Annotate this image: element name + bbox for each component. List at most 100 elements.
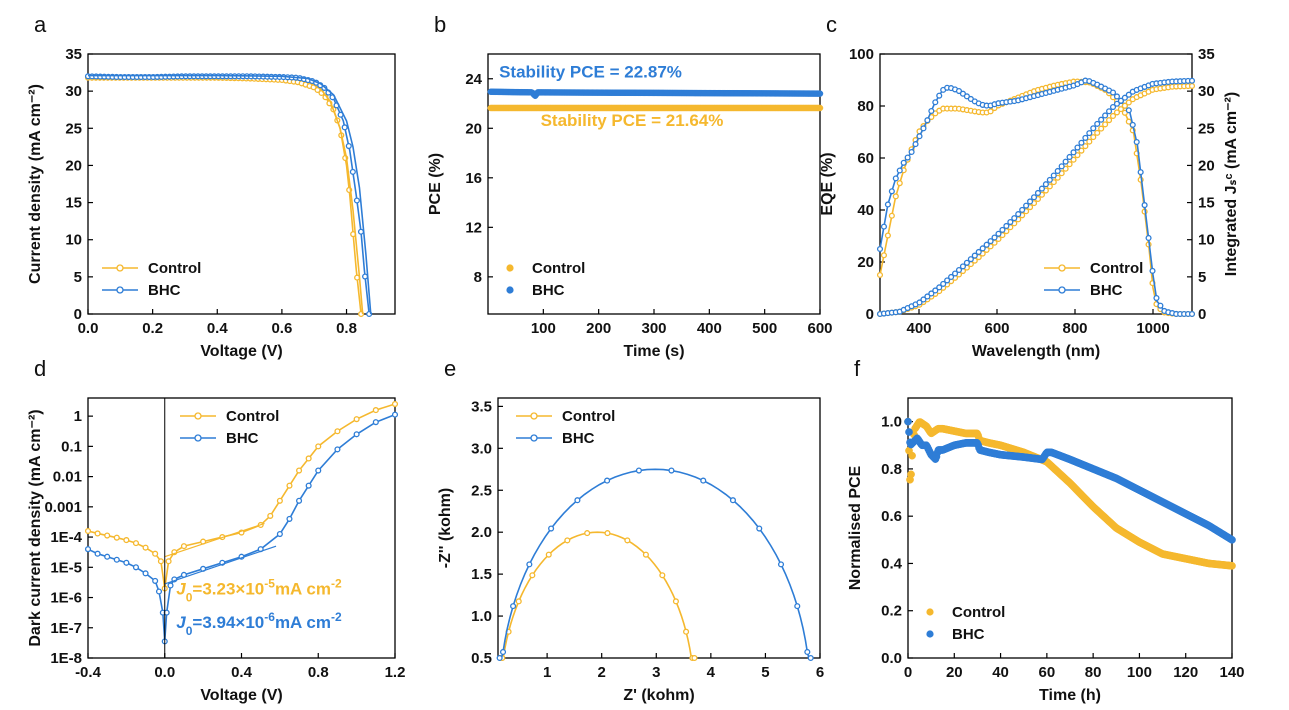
series-bhc-3-point <box>1121 94 1128 101</box>
series-control-0-point <box>908 451 916 460</box>
series-bhc-3-point <box>928 290 935 297</box>
series-bhc-1-point <box>959 90 966 97</box>
y-tick-label: 0.01 <box>53 469 82 486</box>
series-bhc-1-point <box>1141 202 1148 209</box>
series-bhc-3-point <box>944 277 951 284</box>
series-control-0-point <box>113 534 120 541</box>
series-bhc-1-point <box>888 188 895 195</box>
y-tick-label: 0 <box>74 306 82 323</box>
series-bhc-1-point <box>315 467 322 474</box>
y-tick-label: 1.0 <box>471 608 492 625</box>
y-tick-label: 0.1 <box>61 438 82 455</box>
x-tick-label: 1.2 <box>385 664 406 681</box>
x-tick-label: 4 <box>707 664 716 681</box>
series-bhc-1-point <box>635 467 642 474</box>
series-bhc-1-point <box>372 419 379 426</box>
series-bhc-3-point <box>1027 198 1034 205</box>
legend-marker <box>530 412 538 420</box>
y-axis-title: PCE (%) <box>427 153 444 215</box>
series-bhc-1-point <box>932 99 939 106</box>
series-control-0-point <box>334 428 341 435</box>
y-axis-title: Current density (mA cm⁻²) <box>27 84 44 284</box>
legend-marker <box>194 434 202 442</box>
annotation-0: J0=3.23×10-5mA cm-2 <box>176 577 342 605</box>
series-bhc-3-point <box>936 284 943 291</box>
series-bhc-1-point <box>123 559 130 566</box>
y-axis-title: -Z'' (kohm) <box>437 488 454 568</box>
series-control-0-point <box>987 108 994 115</box>
series-control-0-point <box>296 467 303 474</box>
series-bhc-3-point <box>1109 104 1117 111</box>
plot-frame <box>87 53 396 315</box>
y-tick-label: 1 <box>74 408 82 425</box>
series-bhc-1-point <box>700 477 707 484</box>
panel-letter: f <box>854 356 861 381</box>
x-tick-label: 0.8 <box>336 320 357 337</box>
series-bhc-1-point <box>296 497 303 504</box>
series-control-2-point <box>1102 121 1109 128</box>
series-bhc-2 <box>87 75 370 315</box>
legend: Control BHC <box>926 604 1005 643</box>
x-tick-label: 3 <box>652 664 660 681</box>
series-bhc-3-point <box>1034 189 1042 197</box>
series-bhc-1-point <box>1153 294 1160 302</box>
series-bhc-1-point <box>876 245 884 253</box>
legend-label: Control <box>148 260 201 277</box>
y-tick-label: 20 <box>465 120 482 137</box>
y2-tick-label: 5 <box>1198 269 1206 286</box>
series-bhc-3-point <box>1066 153 1073 161</box>
legend-label: Control <box>1090 260 1143 277</box>
series-bhc-3-point <box>1082 134 1089 141</box>
series-bhc-3-point <box>1062 158 1069 165</box>
x-axis-title: Time (h) <box>1039 687 1101 704</box>
x-tick-label: 1 <box>543 664 551 681</box>
x-tick-label: -0.4 <box>75 664 102 681</box>
series-bhc-3-point <box>1058 163 1065 170</box>
series-control-2-point <box>1094 129 1101 136</box>
series-bhc-2-point <box>341 124 348 131</box>
y-tick-label: 8 <box>474 269 482 286</box>
series-bhc-1-point <box>548 525 555 532</box>
series-control-2-point <box>1098 125 1105 132</box>
x-tick-label: 120 <box>1173 664 1198 681</box>
y-tick-label: 2.0 <box>471 524 492 541</box>
series-bhc-1-point <box>1125 107 1132 114</box>
series-bhc-1-point <box>884 201 891 208</box>
series-bhc-1-point <box>904 154 911 161</box>
x-axis-title: Voltage (V) <box>200 687 282 704</box>
legend: Control BHC <box>506 260 585 299</box>
series-bhc-3-point <box>1030 194 1038 201</box>
x-tick-label: 0.2 <box>142 320 163 337</box>
x-tick-label: 5 <box>761 664 769 681</box>
x-tick-label: 0.4 <box>231 664 253 681</box>
x-tick-label: 60 <box>1039 664 1056 681</box>
series-bhc-1-point <box>924 117 931 124</box>
series-control-0-point <box>545 551 552 558</box>
series-bhc-3-point <box>1046 176 1053 183</box>
panel-letter: b <box>434 12 446 37</box>
y-tick-label: 80 <box>857 98 874 115</box>
series-bhc-3-point <box>1086 130 1093 137</box>
series-control-0-point <box>353 416 360 423</box>
series-bhc-1-point <box>1129 121 1136 128</box>
y-tick-label: 30 <box>65 83 82 100</box>
series-bhc-3-point <box>991 234 998 241</box>
series-bhc-3-point <box>932 287 939 294</box>
series-control-0-point <box>683 628 690 635</box>
y-tick-label: 16 <box>465 170 482 187</box>
x-tick-label: 0.4 <box>207 320 229 337</box>
series-bhc-1-point <box>113 556 120 563</box>
series-control-0-point <box>896 180 903 187</box>
series-control-2-point <box>1125 99 1132 106</box>
x-axis-title: Z' (kohm) <box>623 687 694 704</box>
x-tick-label: 40 <box>992 664 1009 681</box>
series-bhc-1-point <box>912 141 919 148</box>
panel-letter: d <box>34 356 46 381</box>
series-bhc-1-point <box>334 446 341 453</box>
y-tick-label: 60 <box>857 150 874 167</box>
series-bhc-3-point <box>999 226 1006 233</box>
y-tick-label: 0.0 <box>881 650 902 667</box>
series-bhc-1-point <box>286 515 293 522</box>
series-control-0-point <box>907 470 915 479</box>
series-control-0-point <box>816 104 824 112</box>
